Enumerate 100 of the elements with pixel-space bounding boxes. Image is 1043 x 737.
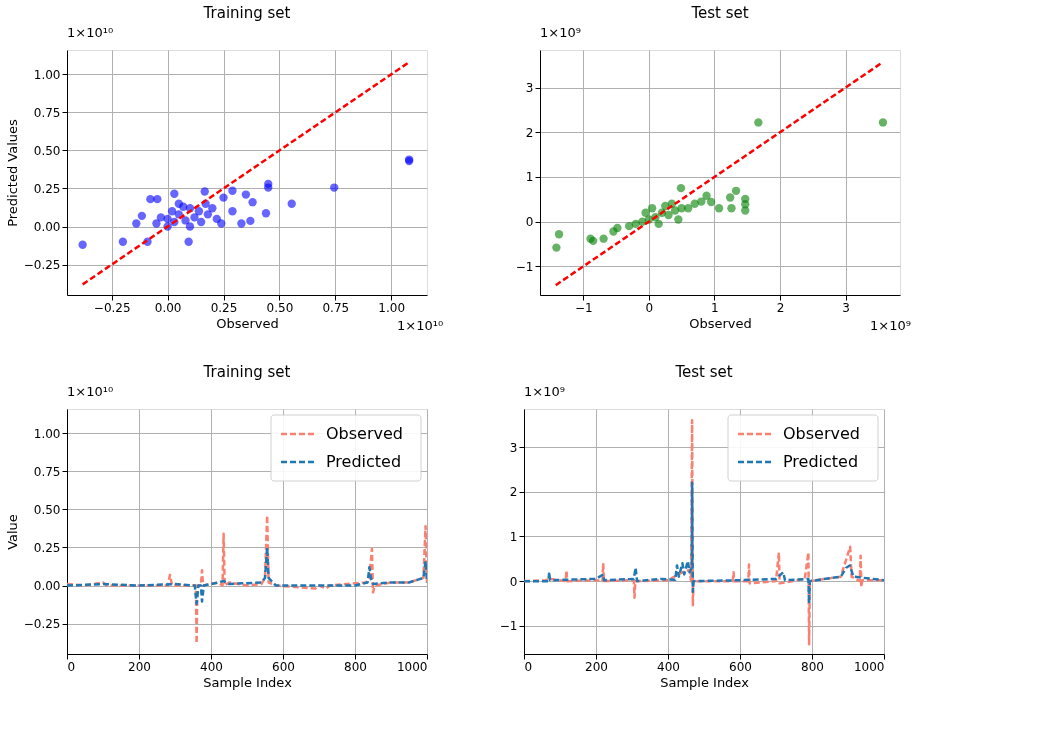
point (264, 183, 273, 192)
point (330, 183, 339, 192)
y-tick-label: 2 (525, 125, 534, 140)
legend-label: Predicted (783, 452, 859, 471)
x-tick-label: 0 (67, 659, 76, 674)
point (714, 204, 724, 213)
y-tick-label: 0 (509, 574, 518, 589)
point (132, 219, 141, 228)
text: 1×10¹⁰ (67, 384, 114, 399)
y-tick-label: 0 (525, 215, 534, 230)
point (674, 215, 683, 224)
point (727, 204, 736, 213)
y-tick-label: −1 (515, 259, 534, 274)
point (554, 230, 564, 239)
point (185, 222, 195, 231)
line-series (67, 546, 427, 606)
y-tick-label: 0.75 (33, 464, 61, 479)
point (190, 213, 199, 222)
point (697, 197, 706, 206)
x-tick-label: 0.25 (210, 300, 238, 315)
point (167, 207, 177, 216)
point (261, 209, 271, 218)
point (153, 194, 162, 204)
point (725, 193, 735, 202)
y-tick-label: −0.25 (23, 617, 61, 632)
x-tick-label: 2 (776, 300, 785, 315)
point (878, 118, 888, 127)
legend-label: Predicted (326, 452, 402, 471)
x-tick-label: 1000 (396, 659, 428, 674)
text: 1×10⁹ (540, 25, 581, 40)
point (706, 197, 716, 207)
point (237, 219, 246, 228)
point (217, 219, 226, 228)
line-series (524, 481, 884, 605)
point (78, 240, 87, 249)
y-axis-title: Value (4, 514, 20, 550)
point (731, 186, 741, 196)
legend-label: Observed (326, 424, 403, 443)
x-tick-label: 200 (585, 659, 608, 674)
text: 1×10⁹ (524, 384, 565, 399)
y-tick-label: 1 (525, 170, 534, 185)
point (654, 219, 663, 229)
y-tick-label: 0.00 (33, 579, 61, 594)
x-tick-label: 1 (711, 300, 719, 315)
point (181, 216, 190, 225)
point (203, 210, 213, 219)
x-axis-title: Sample Index (660, 674, 750, 690)
x-tick-label: 0.75 (322, 300, 350, 315)
point (228, 207, 237, 216)
x-tick-label: 400 (200, 659, 223, 674)
y-tick-label: 1.00 (33, 426, 61, 441)
text: 1×10⁹ (870, 318, 911, 333)
point (287, 199, 296, 208)
x-tick-label: 800 (801, 659, 824, 674)
x-tick-label: 200 (128, 659, 151, 674)
y-tick-label: 0.50 (33, 143, 61, 158)
point (613, 223, 622, 233)
y-tick-label: 0.75 (33, 105, 61, 120)
x-tick-label: 1000 (853, 659, 885, 674)
point (208, 204, 217, 213)
y-tick-label: −0.25 (23, 258, 61, 273)
point (248, 198, 257, 207)
y-tick-label: 2 (509, 485, 518, 500)
x-tick-label: 600 (272, 659, 295, 674)
text: 1×10¹⁰ (67, 25, 114, 40)
point (152, 219, 161, 228)
point (156, 213, 166, 222)
x-tick-label: 400 (657, 659, 680, 674)
point (625, 221, 634, 231)
y-tick-label: 1 (509, 529, 518, 544)
point (754, 118, 763, 127)
point (647, 204, 657, 213)
y-tick-label: 0.25 (33, 181, 61, 196)
point (194, 207, 204, 216)
point (118, 237, 128, 246)
y-tick-label: 1.00 (33, 67, 61, 82)
y-tick-label: 0.00 (33, 220, 61, 235)
x-axis-title: Observed (689, 315, 752, 331)
y-tick-label: −1 (499, 619, 518, 634)
legend-label: Observed (783, 424, 860, 443)
point (241, 190, 251, 199)
x-tick-label: 0.50 (266, 300, 294, 315)
chart-title: Test set (690, 4, 749, 22)
y-tick-label: 3 (525, 81, 534, 96)
x-tick-label: −0.25 (93, 300, 131, 315)
point (664, 210, 673, 220)
chart-title: Test set (674, 363, 733, 381)
x-tick-label: 0.00 (154, 300, 182, 315)
point (196, 217, 206, 227)
chart-title: Training set (202, 4, 291, 22)
point (552, 243, 561, 252)
x-tick-label: 3 (842, 300, 850, 315)
point (179, 202, 188, 211)
x-tick-label: 1.00 (378, 300, 406, 315)
point (741, 206, 750, 215)
x-tick-label: 0 (645, 300, 654, 315)
x-tick-label: 600 (729, 659, 752, 674)
point (219, 193, 228, 202)
y-tick-label: 3 (509, 440, 518, 455)
point (702, 191, 711, 200)
